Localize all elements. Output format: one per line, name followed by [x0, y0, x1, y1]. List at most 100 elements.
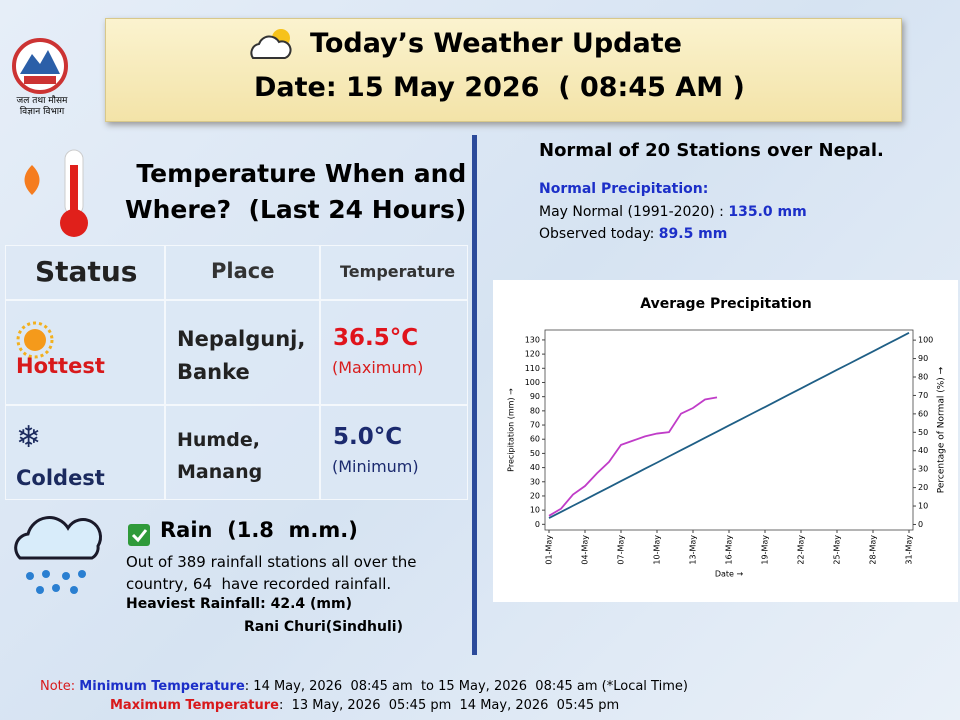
y2-tick-label: 60: [918, 409, 928, 418]
note-max-text: : 13 May, 2026 05:45 pm 14 May, 2026 05:…: [278, 698, 620, 713]
thermometer-icon: [24, 149, 88, 237]
heaviest-rainfall: Heaviest Rainfall: 42.4 (mm): [126, 596, 352, 612]
column-header: Place: [211, 259, 275, 283]
divider: [472, 135, 477, 655]
value: 89.5 mm: [658, 226, 728, 242]
place-line: Banke: [177, 360, 250, 384]
table-cell: [320, 405, 468, 500]
note-max-label: Maximum Temperature: [110, 698, 279, 713]
note-line: Maximum Temperature: 13 May, 2026 05:45 …: [110, 698, 619, 713]
temperature-value: 5.0°C: [333, 424, 403, 450]
place-line: Nepalgunj,: [177, 327, 306, 351]
x-tick-label: 19-May: [761, 535, 770, 565]
logo-line: विज्ञान विभाग: [19, 107, 65, 117]
y2-tick-label: 80: [918, 373, 928, 382]
y-tick-label: 130: [525, 335, 540, 344]
y2-axis-label: Percentage of Normal (%) →: [937, 366, 947, 493]
heading-line: Temperature When and: [136, 159, 467, 188]
y-tick-label: 0: [535, 520, 540, 529]
series-line: [548, 332, 910, 519]
temperature-heading: Temperature When and Where? (Last 24 Hour…: [125, 156, 466, 228]
x-tick-label: 01-May: [545, 535, 554, 565]
y-tick-label: 60: [530, 435, 540, 444]
column-header: Status: [35, 255, 138, 288]
y-tick-label: 40: [530, 463, 540, 472]
status: Hottest: [16, 354, 105, 378]
y2-tick-label: 90: [918, 354, 928, 363]
y-tick-label: 100: [525, 378, 540, 387]
x-tick-label: 31-May: [905, 535, 914, 565]
status: Coldest: [16, 466, 105, 490]
snow-icon: ❄: [16, 420, 42, 455]
x-tick-label: 13-May: [689, 535, 698, 565]
x-axis-label: Date →: [715, 570, 744, 579]
place-line: Manang: [177, 461, 263, 483]
y-tick-label: 10: [530, 506, 540, 515]
normals-heading: Normal of 20 Stations over Nepal.: [539, 140, 884, 161]
series-line: [548, 396, 718, 517]
weather-icon: [250, 29, 292, 59]
y-tick-label: 80: [530, 406, 540, 415]
normals-subheading: Normal Precipitation:: [539, 181, 709, 197]
table-header-cell: [320, 245, 468, 300]
chart: Average Precipitation Date → Precipitati…: [507, 296, 947, 579]
x-tick-label: 04-May: [581, 535, 590, 565]
rain-line: Out of 389 rainfall stations all over th…: [126, 553, 417, 571]
y-tick-label: 120: [525, 350, 540, 359]
table-cell: [320, 300, 468, 405]
x-tick-label: 07-May: [617, 535, 626, 565]
x-tick-label: 10-May: [653, 535, 662, 565]
x-tick-label: 28-May: [869, 535, 878, 565]
table-cell: [165, 300, 320, 405]
chart-box: [493, 280, 958, 602]
sun-icon: [16, 321, 54, 359]
logo-line: जल तथा मौसम: [16, 96, 68, 106]
rain-icon: [14, 516, 102, 594]
table-header-cell: [165, 245, 320, 300]
note-line: Note: Minimum Temperature: 14 May, 2026 …: [40, 679, 688, 694]
heaviest-station: Rani Churi(Sindhuli): [244, 619, 403, 635]
normal-line: May Normal (1991-2020) : 135.0 mm: [539, 204, 807, 220]
logo: [12, 38, 68, 94]
y-tick-label: 50: [530, 449, 540, 458]
column-header: Temperature: [340, 262, 456, 281]
table-cell: [5, 405, 165, 500]
y-tick-label: 20: [530, 491, 540, 500]
rain-line: country, 64 have recorded rainfall.: [126, 575, 392, 593]
note-min-text: : 14 May, 2026 08:45 am to 15 May, 2026 …: [244, 679, 688, 694]
y2-tick-label: 0: [918, 520, 923, 529]
y2-tick-label: 30: [918, 465, 928, 474]
place: Nepalgunj, Banke: [177, 323, 305, 389]
note-label: Note:: [40, 679, 80, 694]
y-tick-label: 30: [530, 477, 540, 486]
temperature-kind: (Maximum): [332, 358, 424, 377]
header-title: Today’s Weather Update: [310, 28, 682, 59]
header-date: Date: 15 May 2026 ( 08:45 AM ): [254, 72, 745, 103]
y-tick-label: 70: [530, 421, 540, 430]
label: May Normal (1991-2020) :: [539, 204, 729, 220]
x-tick-label: 22-May: [797, 535, 806, 565]
y-tick-label: 110: [525, 364, 540, 373]
rain-title: Rain (1.8 m.m.): [160, 518, 358, 542]
y2-tick-label: 70: [918, 391, 928, 400]
y2-tick-label: 10: [918, 502, 928, 511]
y2-tick-label: 40: [918, 446, 928, 455]
temperature-value: 36.5°C: [333, 325, 419, 351]
header-box: [105, 18, 902, 122]
check-icon: [128, 524, 150, 546]
logo-text: जल तथा मौसम विज्ञान विभाग: [4, 96, 80, 118]
observed-line: Observed today: 89.5 mm: [539, 226, 727, 242]
place-line: Humde,: [177, 429, 260, 451]
y-tick-label: 90: [530, 392, 540, 401]
note-min-label: Minimum Temperature: [79, 679, 245, 694]
table-header-cell: [5, 245, 165, 300]
label: Observed today:: [539, 226, 659, 242]
y-axis-label: Precipitation (mm) →: [507, 388, 516, 472]
temperature-kind: (Minimum): [332, 457, 419, 476]
heading-line: Where? (Last 24 Hours): [125, 195, 467, 224]
y2-tick-label: 50: [918, 428, 928, 437]
chart-title: Average Precipitation: [640, 296, 812, 312]
rain-text: Out of 389 rainfall stations all over th…: [126, 551, 417, 595]
y2-tick-label: 20: [918, 483, 928, 492]
